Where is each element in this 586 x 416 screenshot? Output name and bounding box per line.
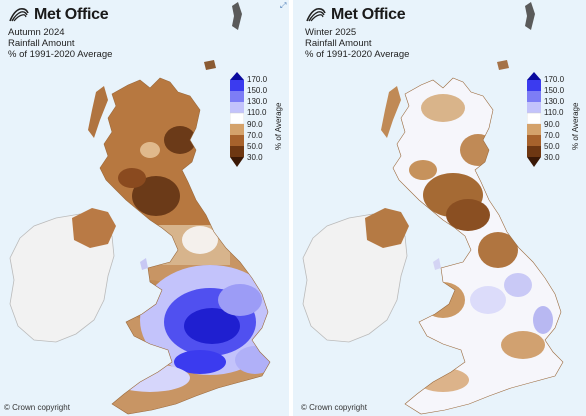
met-office-brand: Met Office: [8, 6, 109, 24]
expand-icon[interactable]: ⤢: [280, 1, 287, 10]
legend-tick: 30.0: [247, 153, 263, 162]
legend-tick: 50.0: [544, 142, 560, 151]
legend-tick: 70.0: [247, 131, 263, 140]
legend-tick: 70.0: [544, 131, 560, 140]
map-title-baseline: % of 1991-2020 Average: [8, 49, 113, 60]
outer-hebrides: [88, 86, 108, 138]
legend-tick: 110.0: [544, 108, 564, 117]
legend-tick: 110.0: [247, 108, 267, 117]
shetland-islands: [525, 2, 535, 30]
map-title-baseline: % of 1991-2020 Average: [305, 49, 410, 60]
copyright-text: © Crown copyright: [4, 403, 70, 412]
legend-tick: 50.0: [247, 142, 263, 151]
brand-name: Met Office: [331, 6, 406, 23]
legend-tick: 150.0: [544, 86, 565, 95]
legend-tick: 170.0: [247, 75, 268, 84]
outer-hebrides: [381, 86, 401, 138]
legend-colorbar: [527, 72, 541, 167]
copyright-text: © Crown copyright: [301, 403, 367, 412]
legend-colorbar: [230, 72, 244, 167]
autumn-rainfall-map: [9, 2, 271, 415]
map-title-season: Autumn 2024: [8, 27, 65, 38]
brand-name: Met Office: [34, 6, 109, 23]
northern-ireland-region: [365, 208, 409, 248]
legend-tick: 170.0: [544, 75, 565, 84]
winter-rainfall-map: [302, 2, 564, 415]
met-office-logo-icon: [9, 8, 29, 22]
legend-tick: 130.0: [544, 97, 565, 106]
legend-title: % of Average: [274, 102, 283, 150]
shetland-islands: [232, 2, 242, 30]
map-title-measure: Rainfall Amount: [8, 38, 75, 49]
northern-ireland-region: [72, 208, 116, 248]
legend-tick: 150.0: [247, 86, 268, 95]
winter-2025-panel: Met Office Winter 2025 Rainfall Amount %…: [293, 0, 586, 416]
autumn-2024-panel: Met Office Autumn 2024 Rainfall Amount %…: [0, 0, 289, 416]
legend-tick: 90.0: [544, 120, 560, 129]
orkney-islands: [497, 60, 509, 70]
copyright-notice: © Crown copyright: [4, 403, 70, 412]
legend-tick: 90.0: [247, 120, 263, 129]
legend-tick: 30.0: [544, 153, 560, 162]
legend-title: % of Average: [571, 102, 580, 150]
met-office-brand: Met Office: [305, 6, 406, 24]
isle-of-man: [140, 258, 148, 270]
panel-divider: [289, 0, 293, 416]
map-title-season: Winter 2025: [305, 27, 357, 38]
orkney-islands: [204, 60, 216, 70]
map-title-measure: Rainfall Amount: [305, 38, 372, 49]
isle-of-man: [433, 258, 441, 270]
met-office-logo-icon: [306, 8, 326, 22]
copyright-notice: © Crown copyright: [301, 403, 367, 412]
legend-tick: 130.0: [247, 97, 268, 106]
